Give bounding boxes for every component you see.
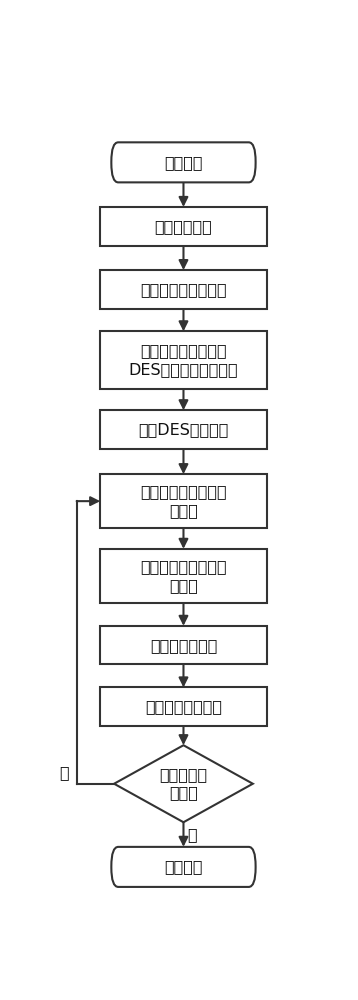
FancyBboxPatch shape: [111, 847, 256, 887]
Text: 开始加密: 开始加密: [164, 155, 203, 170]
Bar: [100, 207, 267, 246]
Bar: [100, 410, 267, 449]
Text: 转换为密码字节数组: 转换为密码字节数组: [140, 282, 227, 297]
Text: 加密结束: 加密结束: [164, 859, 203, 874]
Text: 读取模型表中记录中
字段値: 读取模型表中记录中 字段値: [140, 484, 227, 518]
Bar: [100, 687, 267, 726]
Text: 输入用户密码: 输入用户密码: [155, 219, 212, 234]
Polygon shape: [114, 745, 253, 822]
Text: 创建DES加密对象: 创建DES加密对象: [138, 422, 229, 437]
Bar: [100, 626, 267, 664]
Text: 密文写入模型表中: 密文写入模型表中: [145, 699, 222, 714]
Text: 否: 否: [59, 765, 69, 780]
Bar: [100, 549, 267, 603]
FancyBboxPatch shape: [111, 142, 256, 182]
Text: 是: 是: [187, 827, 197, 842]
Bar: [100, 474, 267, 528]
Text: 设置密码字节数组为
DES密鑰和初始化向量: 设置密码字节数组为 DES密鑰和初始化向量: [129, 343, 238, 377]
Text: 使用加密对象对字段
値加密: 使用加密对象对字段 値加密: [140, 559, 227, 593]
Text: 是否是最后
条记录: 是否是最后 条记录: [159, 767, 208, 801]
Text: 输出密文字符串: 输出密文字符串: [150, 638, 217, 653]
Bar: [100, 331, 267, 389]
Bar: [100, 270, 267, 309]
